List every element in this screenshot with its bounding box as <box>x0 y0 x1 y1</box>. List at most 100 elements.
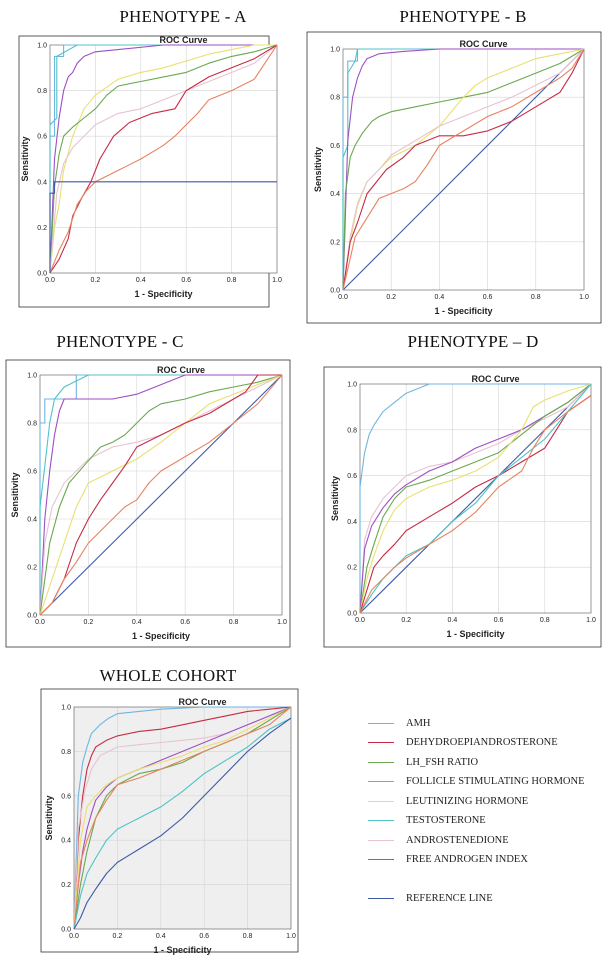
roc-line-fai <box>49 44 277 274</box>
y-tick-label: 0.2 <box>61 882 71 889</box>
legend-item-fai: FREE ANDROGEN INDEX <box>368 852 528 866</box>
panel-title-whole: WHOLE COHORT <box>99 666 237 685</box>
y-tick-label: 0.6 <box>330 143 340 150</box>
x-tick-label: 0.4 <box>435 294 445 301</box>
y-tick-label: 0.4 <box>27 517 37 524</box>
y-tick-label: 0.4 <box>61 838 71 845</box>
legend-swatch <box>368 780 394 782</box>
panel-title-c: PHENOTYPE - C <box>56 332 184 351</box>
y-tick-label: 0.4 <box>330 191 340 198</box>
x-axis-title: 1 - Specificity <box>446 629 504 639</box>
panel-title-a: PHENOTYPE - A <box>119 7 247 26</box>
legend-label: TESTOSTERONE <box>406 814 486 826</box>
legend-label: LH_FSH RATIO <box>406 756 479 768</box>
legend-swatch <box>368 858 394 860</box>
x-tick-label: 0.2 <box>113 933 123 940</box>
y-tick-label: 0.4 <box>347 519 357 526</box>
x-tick-label: 0.6 <box>483 294 493 301</box>
x-tick-label: 1.0 <box>286 933 296 940</box>
roc-line-fai <box>359 383 592 614</box>
roc-line-lh <box>39 374 283 616</box>
x-tick-label: 0.0 <box>35 619 45 626</box>
chart-panel-d: 0.00.0 0.2 0.2 0.4 0.4 0.6 0.6 0.8 0.8 1.0 1.0 1 - … <box>323 366 602 648</box>
roc-line-lh <box>73 706 292 930</box>
legend-item-reference-line: REFERENCE LINE <box>368 891 493 905</box>
x-tick-label: 0.2 <box>91 277 101 284</box>
roc-line-fsh <box>49 44 278 274</box>
roc-line-fsh <box>73 706 292 930</box>
roc-line-fai <box>342 48 584 291</box>
y-tick-label: 0.6 <box>347 473 357 480</box>
roc-curve-title: ROC Curve <box>471 374 519 384</box>
x-tick-label: 0.8 <box>243 933 253 940</box>
roc-line-ref <box>49 181 277 273</box>
y-tick-label: 0.0 <box>330 288 340 295</box>
y-tick-label: 0.0 <box>61 927 71 934</box>
x-tick-label: 1.0 <box>272 277 282 284</box>
y-tick-label: 0.0 <box>37 271 47 278</box>
y-axis-title: Sensitivity <box>313 147 323 192</box>
x-tick-label: 0.2 <box>386 294 396 301</box>
x-tick-label: 0.8 <box>229 619 239 626</box>
roc-line-amh <box>39 374 282 615</box>
y-tick-label: 0.8 <box>37 88 47 95</box>
roc-line-dhea <box>49 44 278 274</box>
y-tick-label: 1.0 <box>37 43 47 50</box>
legend-label: DEHYDROEPIANDROSTERONE <box>406 736 558 748</box>
y-tick-label: 1.0 <box>330 47 340 54</box>
y-tick-label: 0.4 <box>37 179 47 186</box>
y-axis-title: Sensitivity <box>10 472 20 517</box>
roc-line-testo <box>49 44 277 273</box>
legend-label: AMH <box>406 717 431 729</box>
legend-label: REFERENCE LINE <box>406 892 493 904</box>
legend-item-fsh: FOLLICLE STIMULATING HORMONE <box>368 774 585 788</box>
legend-label: ANDROSTENEDIONE <box>406 834 509 846</box>
legend-label: LEUTINIZING HORMONE <box>406 795 529 807</box>
x-tick-label: 0.0 <box>45 277 55 284</box>
x-tick-label: 0.6 <box>180 619 190 626</box>
roc-line-ref <box>73 717 292 930</box>
y-tick-label: 0.2 <box>347 565 357 572</box>
x-tick-label: 1.0 <box>586 617 596 624</box>
roc-line-lhfsh <box>342 48 585 291</box>
y-tick-label: 0.2 <box>330 239 340 246</box>
y-tick-label: 0.6 <box>27 469 37 476</box>
roc-line-dhea <box>342 48 585 291</box>
x-tick-label: 0.8 <box>540 617 550 624</box>
y-tick-label: 0.0 <box>27 613 37 620</box>
legend-label: FREE ANDROGEN INDEX <box>406 853 528 865</box>
legend-swatch <box>368 741 394 743</box>
panel-title-b: PHENOTYPE - B <box>399 7 527 26</box>
y-tick-label: 1.0 <box>61 705 71 712</box>
x-tick-label: 0.6 <box>199 933 209 940</box>
chart-panel-b: 0.00.0 0.2 0.2 0.4 0.4 0.6 0.6 0.8 0.8 1.0 1.0 1 - … <box>306 31 602 324</box>
roc-curve-title: ROC Curve <box>159 35 207 45</box>
y-tick-label: 0.6 <box>37 134 47 141</box>
roc-line-lh <box>49 44 277 274</box>
y-tick-label: 0.8 <box>27 421 37 428</box>
roc-line-fsh <box>342 48 585 291</box>
y-tick-label: 0.8 <box>347 427 357 434</box>
legend-item-dhea: DEHYDROEPIANDROSTERONE <box>368 735 558 749</box>
roc-line-andro <box>49 44 278 274</box>
x-axis-title: 1 - Specificity <box>134 289 192 299</box>
x-axis-title: 1 - Specificity <box>434 306 492 316</box>
legend-swatch <box>368 839 394 841</box>
legend-swatch <box>368 800 394 802</box>
legend-item-lh-fsh-ratio: LH_FSH RATIO <box>368 755 478 769</box>
roc-line-ref <box>359 383 592 614</box>
x-tick-label: 0.8 <box>531 294 541 301</box>
x-tick-label: 0.0 <box>355 617 365 624</box>
roc-line-ref <box>39 374 283 616</box>
panel-title-d: PHENOTYPE – D <box>407 332 539 351</box>
roc-curve-title: ROC Curve <box>157 365 205 375</box>
y-tick-label: 0.8 <box>61 749 71 756</box>
y-axis-title: Sensitivity <box>20 136 30 181</box>
x-tick-label: 0.6 <box>494 617 504 624</box>
roc-line-lhfsh <box>359 383 592 614</box>
legend-label: FOLLICLE STIMULATING HORMONE <box>406 775 585 787</box>
y-tick-label: 0.0 <box>347 611 357 618</box>
roc-line-andro <box>342 48 585 291</box>
legend-swatch <box>368 722 394 724</box>
